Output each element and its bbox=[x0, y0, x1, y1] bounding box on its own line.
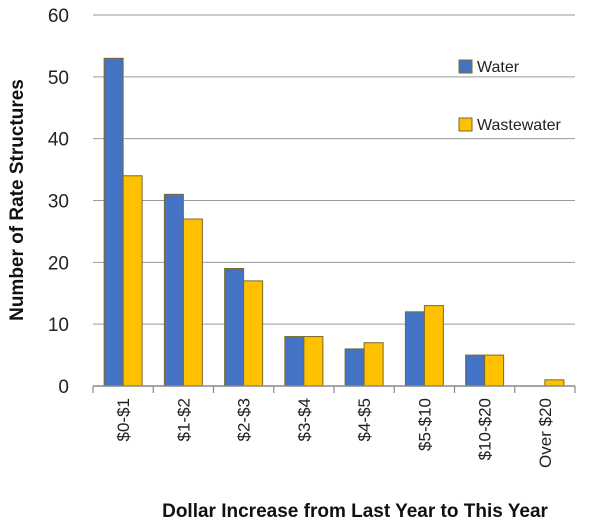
legend-label-wastewater: Wastewater bbox=[477, 117, 562, 134]
y-axis-title: Number of Rate Structures bbox=[7, 79, 28, 321]
x-tick-label: Over $20 bbox=[536, 398, 555, 468]
y-tick-label: 20 bbox=[48, 253, 69, 274]
bar-wastewater-4 bbox=[363, 342, 384, 387]
bar-wastewater-0 bbox=[122, 175, 143, 387]
bar-wastewater-2 bbox=[243, 280, 264, 387]
x-tick-label: $3-$4 bbox=[295, 398, 314, 441]
legend: Water Wastewater bbox=[458, 59, 562, 134]
legend-label-water: Water bbox=[477, 59, 520, 76]
x-tick-label: $1-$2 bbox=[174, 398, 193, 441]
bar-wastewater-5 bbox=[423, 305, 444, 387]
y-tick-labels: 0 10 20 30 40 50 60 bbox=[48, 6, 69, 398]
x-tick-labels: $0-$1 $1-$2 $2-$3 $3-$4 $4-$5 $5-$10 $10-$20 Ov… bbox=[92, 386, 576, 468]
y-tick-label: 30 bbox=[48, 192, 69, 213]
bar-water-4 bbox=[344, 348, 365, 387]
bar-wastewater-1 bbox=[182, 218, 203, 387]
bar-wastewater-6 bbox=[484, 354, 505, 387]
bar-wastewater-3 bbox=[303, 336, 324, 387]
x-tick-label: $2-$3 bbox=[235, 398, 254, 441]
y-tick-label: 10 bbox=[48, 315, 69, 336]
bar-water-6 bbox=[465, 354, 486, 387]
bar-water-0 bbox=[103, 57, 124, 387]
legend-swatch-wastewater bbox=[458, 117, 473, 132]
x-axis-title: Dollar Increase from Last Year to This Y… bbox=[162, 501, 548, 522]
x-tick-label: $0-$1 bbox=[114, 398, 133, 441]
bars bbox=[103, 57, 565, 387]
legend-swatch-water bbox=[458, 59, 473, 74]
y-tick-label: 60 bbox=[48, 6, 69, 27]
y-tick-label: 40 bbox=[48, 130, 69, 151]
bar-water-1 bbox=[163, 193, 184, 387]
x-tick-label: $4-$5 bbox=[355, 398, 374, 441]
bar-wastewater-7 bbox=[544, 379, 565, 387]
x-tick-label: $10-$20 bbox=[476, 398, 495, 460]
bar-water-2 bbox=[224, 268, 245, 387]
bar-water-3 bbox=[284, 336, 305, 387]
bar-water-5 bbox=[404, 311, 425, 387]
y-tick-label: 0 bbox=[58, 377, 69, 398]
y-tick-label: 50 bbox=[48, 68, 69, 89]
x-tick-label: $5-$10 bbox=[415, 398, 434, 451]
